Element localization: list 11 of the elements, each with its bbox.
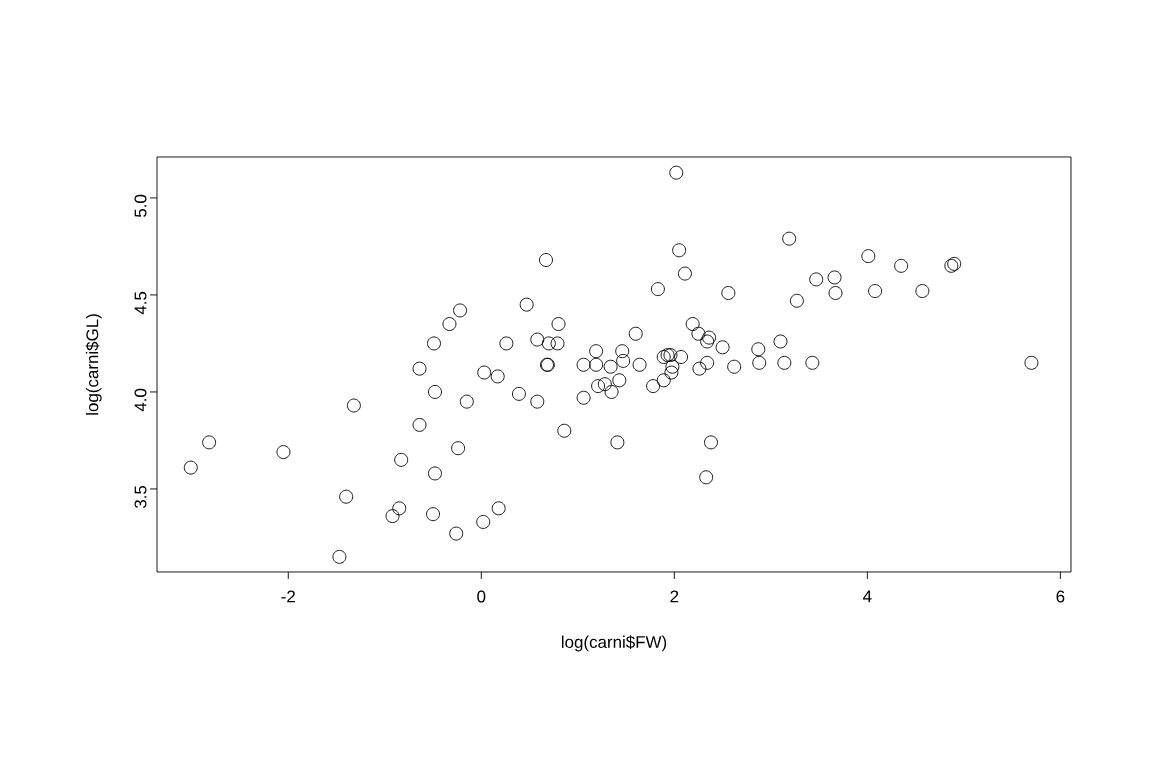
x-tick-label: -2 [281,590,295,603]
y-axis-title: log(carni$GL) [85,314,102,415]
x-axis-title: log(carni$FW) [561,635,667,652]
x-tick-label: 0 [477,590,486,603]
x-tick-label: 2 [670,590,679,603]
y-tick-label: 4.5 [134,291,147,315]
y-tick-label: 3.5 [134,485,147,509]
x-tick-label: 4 [863,590,872,603]
x-tick-label: 6 [1056,590,1065,603]
y-tick-label: 4.0 [134,388,147,412]
y-tick-label: 5.0 [134,194,147,218]
